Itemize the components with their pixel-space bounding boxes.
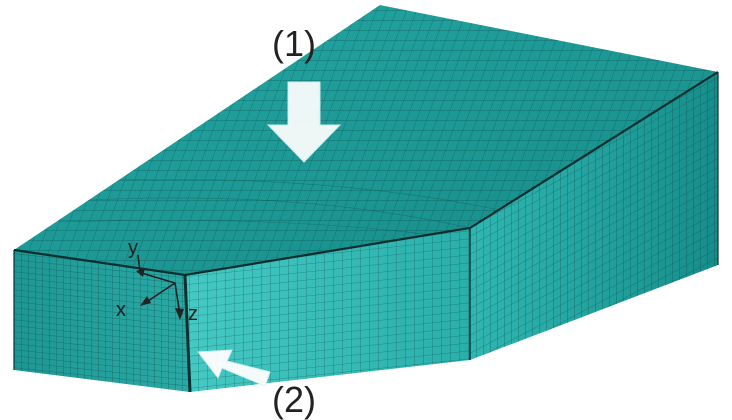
label-1: (1) [272, 23, 316, 64]
axis-label-z: z [188, 303, 198, 325]
coordinate-triad-icon [136, 254, 184, 320]
right-face [470, 72, 718, 360]
top-face [14, 5, 718, 275]
label-2: (2) [272, 379, 316, 420]
front-left-face [14, 250, 190, 392]
diagonal-arrow-icon [197, 349, 271, 387]
axis-label-x: x [116, 299, 126, 321]
edges [13, 71, 719, 393]
axis-label-y: y [128, 237, 138, 259]
down-arrow-icon [266, 81, 342, 163]
front-right-face [185, 228, 470, 392]
